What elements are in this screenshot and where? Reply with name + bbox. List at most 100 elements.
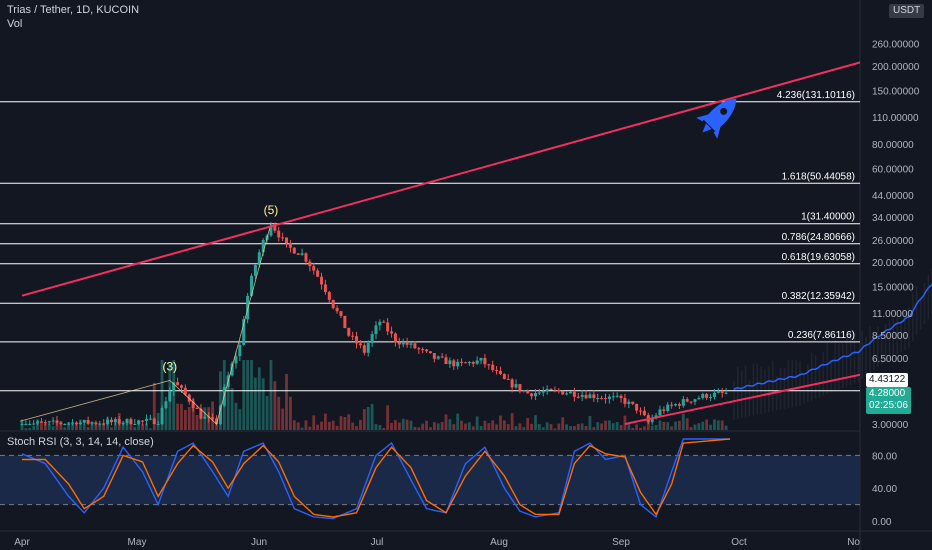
candle-body [448,360,452,365]
candle-body [253,264,257,276]
volume-bar [685,418,689,430]
candle-body [269,225,273,236]
volume-bar [133,427,137,430]
trendline [624,373,860,425]
volume-bar [483,420,487,430]
time-tick-label: May [128,537,147,548]
candle-body [67,423,71,425]
volume-bar [724,425,728,430]
volume-bar [362,409,366,430]
candle-body [71,422,75,424]
candle-body [28,424,32,425]
candle-body [475,360,479,364]
currency-badge[interactable]: USDT [889,4,925,18]
candle-body [172,382,176,392]
volume-bar [534,415,537,430]
volume-bar [479,425,483,430]
volume-bar [390,422,393,430]
candle-body [588,394,592,399]
candle-body [261,239,265,253]
candle-body [724,392,728,394]
volume-bar [316,424,320,430]
candle-body [530,393,534,397]
volume-bar [678,420,681,430]
candle-body [335,308,339,312]
candle-body [55,420,59,423]
volume-bar [281,408,285,430]
stoch-rsi-legend[interactable]: Stoch RSI (3, 3, 14, 14, close) [7,436,154,448]
candle-body [168,391,172,402]
volume-bar [545,422,549,430]
volume-bar [720,420,724,430]
candle-body [238,344,242,357]
candle-body [639,410,643,412]
candle-body [86,419,90,424]
volume-bar [627,422,631,430]
volume-bar [639,427,642,430]
price-tick-label: 80.00000 [872,140,914,151]
candle-body [327,292,331,300]
candle-body [452,360,456,367]
volume-bar [28,427,32,430]
candle-body [20,424,24,425]
candle-body [666,404,670,411]
volume-bar [452,424,456,430]
candle-body [386,322,390,332]
candle-body [82,419,86,423]
candle-body [561,391,565,395]
volume-bar [296,422,300,430]
price-tick-label: 11.00000 [872,309,913,320]
volume-bar [674,421,677,430]
candle-body [59,422,63,424]
candle-body [339,311,343,316]
candle-body [137,420,141,424]
candle-body [246,295,250,320]
volume-bar [145,423,148,430]
volume-bar [242,360,246,430]
volume-bar [689,427,693,430]
volume-bar [51,426,55,430]
fib-label: 4.236(131.10116) [777,90,855,101]
candlesticks [20,222,728,426]
candle-body [90,422,94,424]
candle-body [144,418,148,421]
candle-body [242,319,246,345]
candle-body [203,416,207,419]
candle-body [506,378,510,380]
symbol-title[interactable]: Trias / Tether, 1D, KUCOIN [7,4,140,16]
price-tick-label: 15.00000 [872,283,914,294]
volume-bar [40,421,43,430]
volume-bar [518,423,522,430]
volume-bar [230,388,234,430]
candle-body [390,331,394,334]
rocket-icon [696,98,737,139]
candle-body [413,343,417,349]
volume-bar [670,426,674,430]
rsi-axis: 80.00 40.00 0.00 [872,451,897,528]
volume-bar [148,428,152,430]
volume-bar [537,424,541,430]
candle-body [179,385,183,388]
candle-body [211,417,215,419]
volume-bar [681,413,685,430]
volume-bar [59,421,63,430]
volume-bar [187,407,191,430]
volume-bar [335,425,339,430]
candle-body [164,401,168,409]
volume-bar [250,360,253,430]
candle-body [113,419,117,423]
volume-bar [366,406,370,430]
candle-body [195,407,199,409]
candle-body [366,343,370,353]
candle-body [109,419,113,423]
volume-legend[interactable]: Vol [7,18,23,30]
candle-body [479,357,483,361]
volume-bar [176,403,179,430]
volume-bar [510,413,514,430]
candle-body [498,370,502,375]
volume-bar [238,409,242,430]
volume-bar [199,414,203,430]
candle-body [32,423,36,425]
volume-bar [495,424,498,430]
